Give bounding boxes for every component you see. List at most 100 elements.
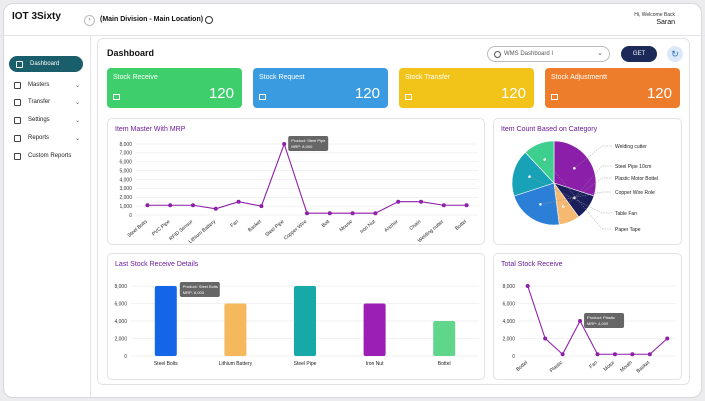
line	[147, 142, 467, 214]
nav-chevron: ⌄	[74, 117, 80, 124]
bar	[294, 286, 316, 356]
search-text: WMS Dashboard I	[504, 51, 554, 57]
legend-label: Paper Tape	[615, 227, 641, 233]
point	[145, 203, 150, 208]
leader-dot	[528, 175, 531, 179]
bar	[433, 321, 456, 356]
point	[630, 352, 635, 357]
bar	[363, 303, 386, 356]
location-icon	[205, 16, 213, 24]
point	[213, 206, 218, 211]
nav-item[interactable]: Transfer ⌄	[14, 95, 80, 109]
nav-icon	[14, 134, 21, 142]
leader-line	[529, 176, 612, 214]
x-tick-label: Motor	[603, 360, 617, 373]
y-tick-label: 6,000	[114, 301, 127, 307]
user-name: Saran	[656, 19, 675, 26]
nav-label: Custom Reports	[28, 153, 72, 159]
legend-label: Plastic Motor Bottel	[615, 176, 658, 182]
chart-title: Item Master With MRP	[115, 126, 186, 133]
leader-line	[574, 145, 612, 169]
header-divider	[0, 35, 705, 36]
stat-card: Stock Adjustmentt 120	[545, 68, 680, 108]
leader-line	[540, 191, 612, 205]
logo: IOT 3Sixty	[12, 11, 61, 22]
card-icon	[551, 94, 558, 100]
y-tick-label: 2,000	[502, 336, 515, 342]
point	[525, 284, 530, 288]
point	[665, 336, 670, 341]
x-tick-label: Anchor	[383, 219, 399, 234]
card-value: 120	[208, 85, 234, 102]
y-tick-label: 0	[512, 354, 515, 360]
point	[441, 203, 446, 208]
get-button[interactable]: GET	[621, 46, 657, 62]
point	[464, 203, 469, 208]
x-tick-label: Fan	[588, 360, 599, 370]
welcome: Hi, Welcome Back	[634, 12, 675, 18]
nav-item[interactable]: Reports ⌄	[14, 131, 80, 145]
y-tick-label: 2,000	[119, 195, 132, 201]
point	[419, 199, 423, 204]
y-tick-label: 4,000	[502, 319, 515, 325]
y-tick-label: 4,000	[114, 319, 127, 325]
card-value: 120	[646, 85, 672, 102]
legend-label: Welding cutter	[615, 144, 647, 150]
search-box[interactable]: WMS Dashboard I ⌄	[487, 46, 610, 62]
nav-label: Settings	[28, 117, 50, 123]
point	[396, 199, 401, 204]
nav-chevron: ⌄	[74, 135, 80, 142]
nav-icon	[14, 98, 21, 106]
location: (Main Division - Main Location)	[100, 16, 204, 23]
x-tick-label: Mouse	[339, 219, 355, 233]
y-tick-label: 4,000	[119, 177, 132, 183]
stat-card: Stock Request 120	[253, 68, 388, 108]
active-nav	[9, 56, 83, 72]
y-tick-label: 5,000	[119, 168, 132, 174]
y-tick-label: 6,000	[502, 301, 515, 307]
tooltip	[584, 313, 625, 328]
nav-item[interactable]: Masters ⌄	[14, 78, 80, 92]
legend-label: Table Fan	[615, 211, 637, 217]
x-tick-label: Basket	[247, 219, 263, 234]
nav-label: Transfer	[28, 99, 51, 105]
card-label: Stock Adjustmentt	[551, 74, 608, 81]
y-tick-label: 8,000	[502, 284, 515, 290]
dropdown-icon: ⌄	[597, 50, 603, 57]
nav-icon	[14, 116, 21, 124]
collapse-button[interactable]: ›	[84, 15, 95, 26]
nav-item[interactable]: Custom Reports	[14, 149, 80, 163]
dashboard-title: Dashboard	[107, 48, 155, 58]
x-tick-label: Bottel	[515, 360, 529, 373]
point	[373, 211, 378, 216]
card-icon	[259, 94, 266, 100]
tooltip-text: Product: Plastic	[587, 315, 615, 320]
y-tick-label: 7,000	[119, 151, 132, 157]
chart-panel: Item Master With MRP 0 1,000 2,000 3,000 4,00…	[107, 118, 485, 245]
chart-title: Total Stock Receive	[501, 261, 563, 268]
x-tick-label: Lithium Battery	[219, 361, 253, 367]
nav-label: Masters	[28, 82, 50, 88]
point	[168, 203, 173, 208]
bar	[154, 286, 177, 356]
nav-label: Dashboard	[30, 61, 60, 67]
x-tick-label: Steel Pipe	[264, 219, 285, 238]
nav-label: Reports	[28, 135, 50, 141]
tooltip	[288, 136, 329, 151]
point	[560, 352, 565, 357]
nav-item[interactable]: Dashboard	[16, 57, 82, 71]
tooltip-text: MRP: 4,000	[587, 321, 609, 326]
y-tick-label: 6,000	[119, 160, 132, 166]
point	[236, 199, 241, 204]
nav-item[interactable]: Settings ⌄	[14, 113, 80, 127]
card-icon	[405, 94, 412, 100]
bar	[224, 303, 247, 356]
stat-card: Stock Receive 120	[107, 68, 242, 108]
y-tick-label: 3,000	[119, 186, 132, 192]
tooltip-text: Product: Steel Bolts	[183, 284, 218, 289]
point	[305, 211, 309, 216]
refresh-button[interactable]: ↻	[667, 46, 683, 62]
x-tick-label: Steel Pipe	[294, 361, 317, 367]
stat-card: Stock Transfer 120	[399, 68, 534, 108]
